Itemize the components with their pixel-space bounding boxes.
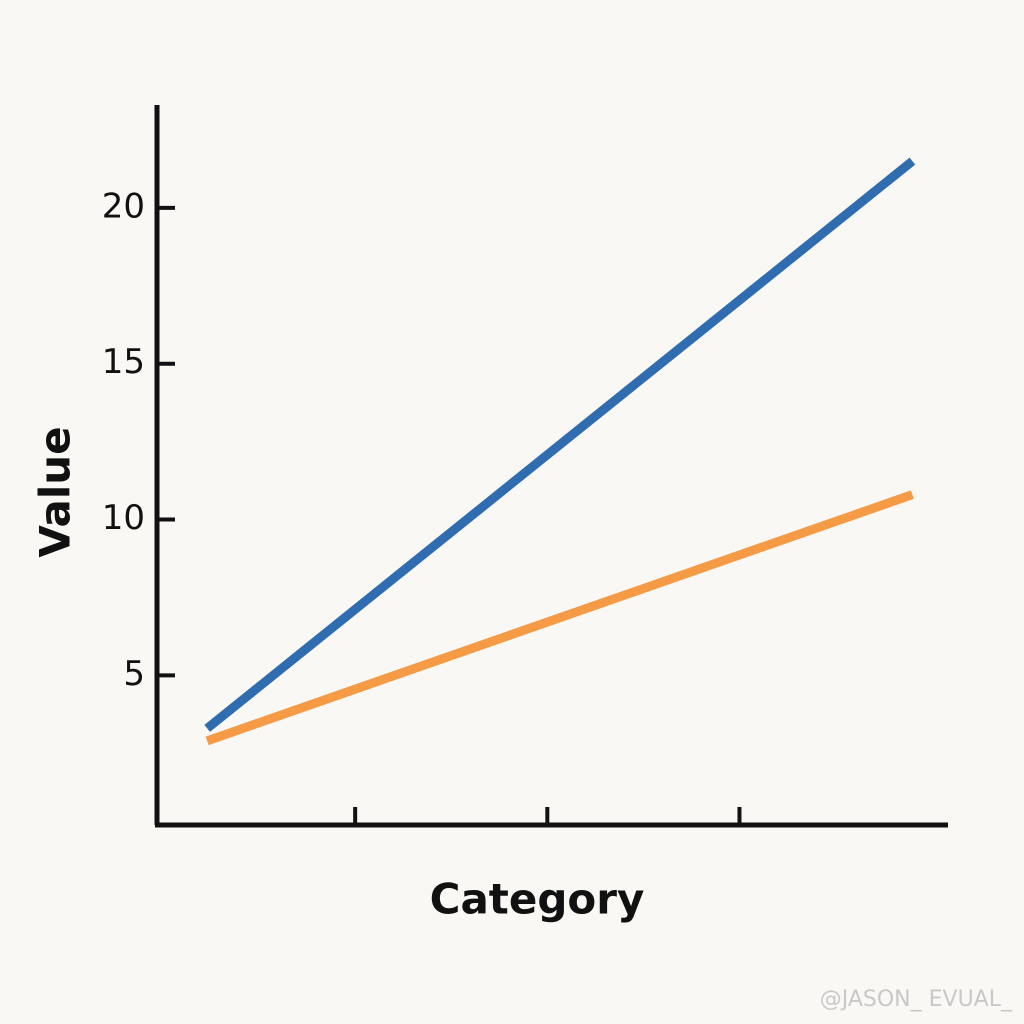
y-axis-title: Value <box>31 426 80 557</box>
y-tick-label: 15 <box>102 342 145 382</box>
series-line <box>205 490 914 746</box>
series-line <box>204 157 916 732</box>
x-axis-title: Category <box>430 875 645 924</box>
y-tick-label: 20 <box>102 186 145 226</box>
y-tick-label: 5 <box>123 654 145 694</box>
watermark: @JASON_ EVUAL_ <box>820 987 1013 1012</box>
y-tick-label: 10 <box>102 498 145 538</box>
